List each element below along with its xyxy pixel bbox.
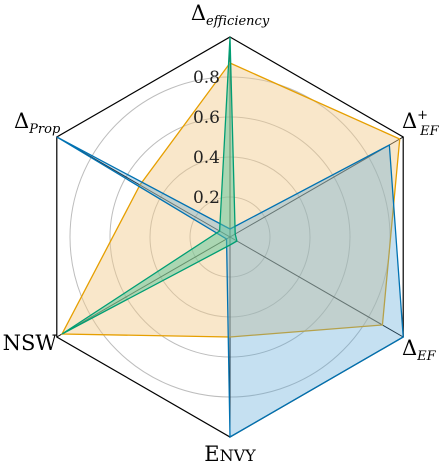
axis-label-nsw: NSW <box>3 331 58 355</box>
axis-label-envy: ENVY <box>204 442 256 466</box>
axis-label-ef_plus: Δ+ EF <box>402 108 440 139</box>
axis-labels: Δefficiency Δ+ EF ΔEF ENVY NSW ΔProp <box>3 1 440 466</box>
radial-tick-labels: 0.2 0.4 0.6 0.8 <box>193 68 220 208</box>
series-2-polygon <box>56 136 404 439</box>
tick-label-0.6: 0.6 <box>193 108 220 128</box>
axis-label-prop: ΔProp <box>14 109 61 137</box>
radar-series <box>56 36 404 439</box>
tick-label-0.2: 0.2 <box>193 188 220 208</box>
tick-label-0.8: 0.8 <box>193 68 220 88</box>
series-3-polygon <box>61 36 238 335</box>
tick-label-0.4: 0.4 <box>193 148 220 168</box>
axis-label-efficiency: Δefficiency <box>191 1 270 29</box>
spoke-ef_plus <box>229 136 404 238</box>
spoke-ef <box>229 236 404 338</box>
axis-label-ef: ΔEF <box>402 336 437 364</box>
